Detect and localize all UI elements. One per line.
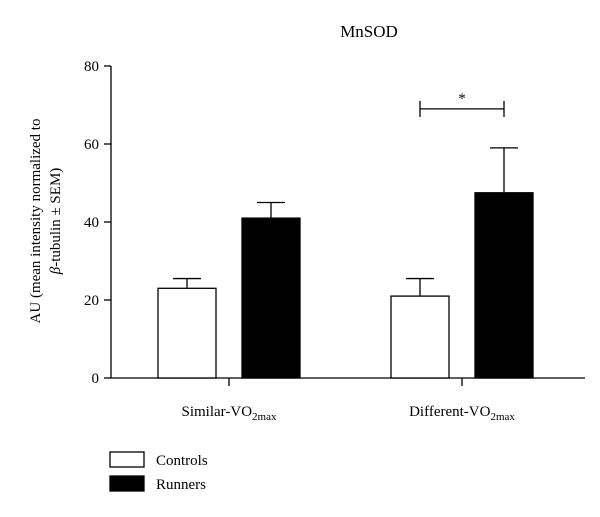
x-axis: Similar-VO2max Different-VO2max [111,377,585,423]
y-tick-label-40: 40 [84,215,99,231]
y-axis-title-rest: -tubulin ± SEM) [48,168,64,267]
y-tick-label-60: 60 [84,137,99,153]
legend-label-runners: Runners [156,477,206,493]
y-tick-label-80: 80 [84,59,99,75]
y-axis-title-line-1: AU (mean intensity normalized to [28,119,44,324]
x-tick-label-0: Similar-VO2max [182,404,277,423]
annotations: * [419,91,505,117]
bars [157,147,534,379]
y-axis-title-line-2: β-tubulin ± SEM) [48,168,64,276]
bar-runners-0 [241,217,301,379]
legend-swatch-controls [109,451,145,468]
y-tick-label-0: 0 [92,371,100,387]
legend: Controls Runners [109,451,208,493]
y-axis: 0 20 40 60 80 [84,59,112,387]
legend-swatch-runners [109,475,145,492]
bar-runners-1 [474,192,534,379]
legend-label-controls: Controls [156,453,208,469]
significance-marker: * [458,91,466,107]
y-axis-title: AU (mean intensity normalized to β-tubul… [28,119,64,324]
y-axis-title-greek: β [48,266,64,275]
chart-title: MnSOD [340,22,398,41]
y-tick-label-20: 20 [84,293,99,309]
x-tick-label-1: Different-VO2max [409,404,515,423]
bar-controls-0 [157,287,217,379]
bar-controls-1 [390,295,450,379]
